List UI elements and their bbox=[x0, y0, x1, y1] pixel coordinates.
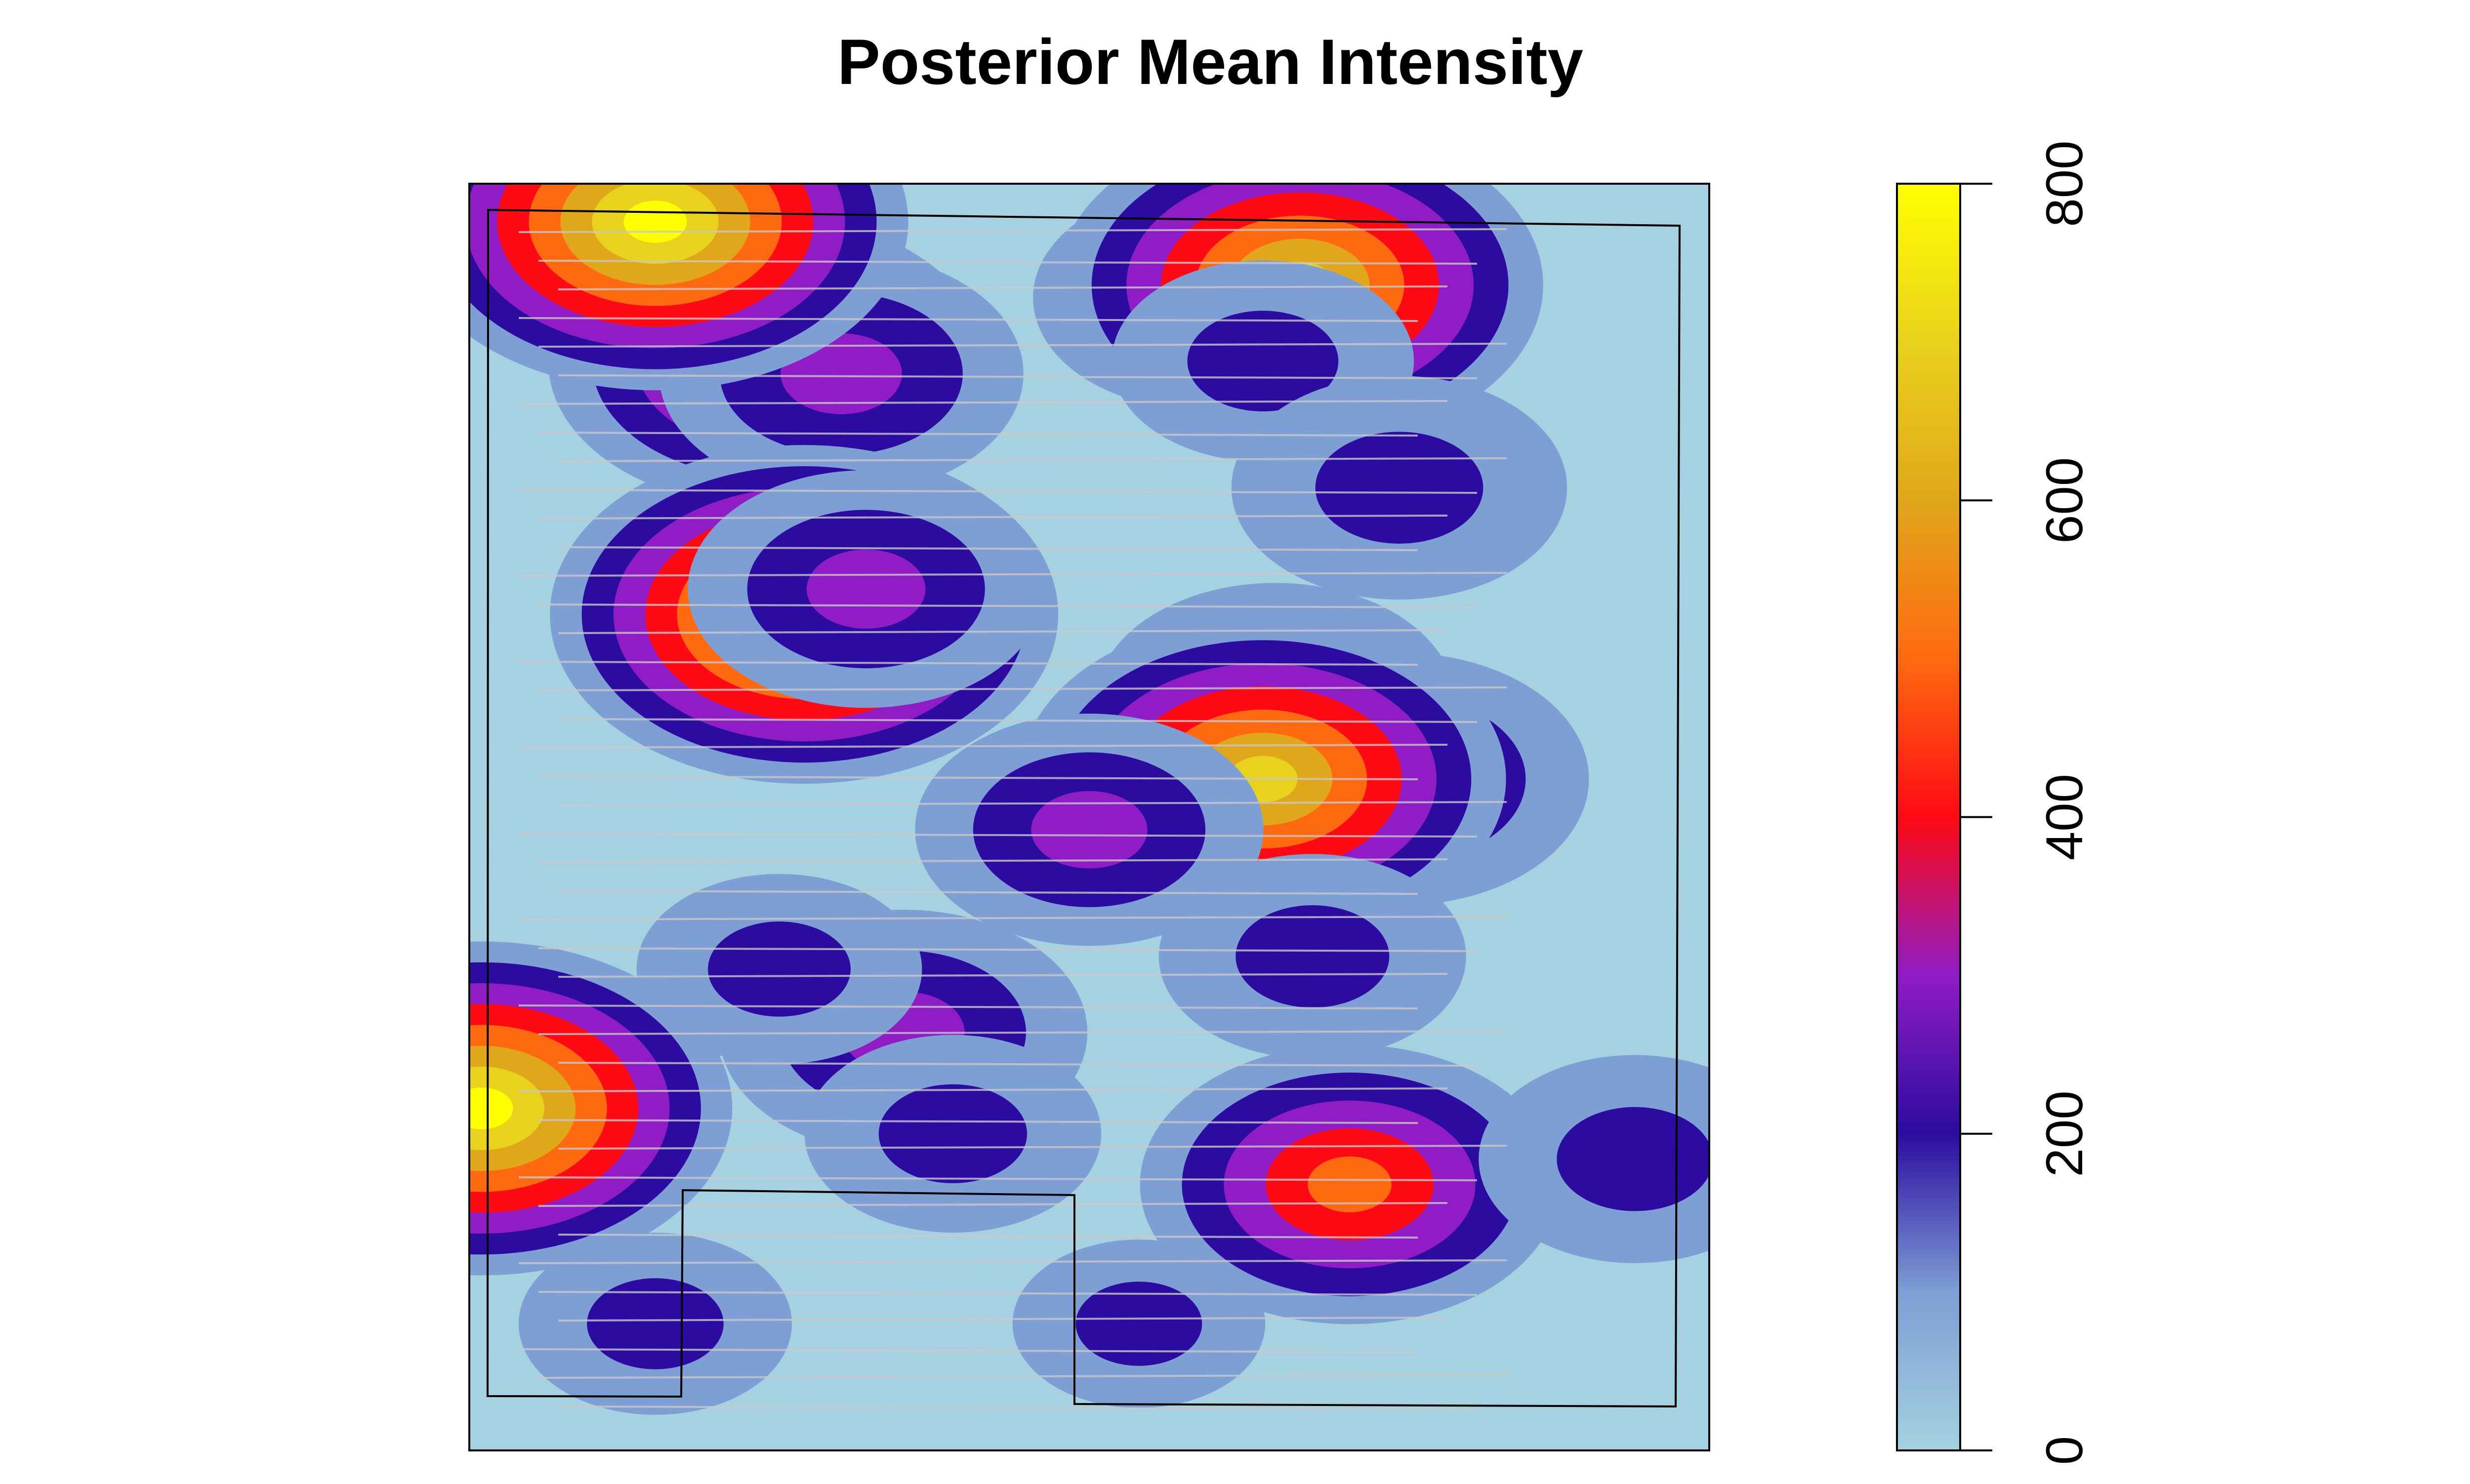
track-line bbox=[538, 515, 1448, 520]
colorbar-tick-label: 0 bbox=[2036, 1436, 2094, 1465]
study-area-boundary bbox=[486, 208, 1681, 1408]
hotspot bbox=[469, 184, 908, 391]
track-line bbox=[558, 973, 1448, 978]
intensity-field bbox=[469, 184, 1709, 1415]
hotspot bbox=[688, 470, 1045, 708]
track-line bbox=[518, 1348, 1418, 1353]
track-line bbox=[558, 1062, 1478, 1067]
hotspot bbox=[1231, 376, 1567, 600]
track-line bbox=[558, 546, 1418, 551]
track-line bbox=[538, 1119, 1418, 1124]
track-line bbox=[538, 1030, 1507, 1035]
track-line bbox=[518, 1087, 1448, 1092]
hotspot bbox=[1012, 1240, 1266, 1408]
chart-title: Posterior Mean Intensity bbox=[837, 26, 1583, 98]
track-line bbox=[558, 801, 1507, 806]
track-line bbox=[518, 400, 1448, 405]
colorbar-axis: 0 200 400 600 800 bbox=[1960, 140, 2094, 1465]
hotspot bbox=[518, 1233, 792, 1415]
track-line bbox=[558, 285, 1448, 290]
track-line bbox=[518, 1176, 1478, 1181]
track-line bbox=[518, 1004, 1418, 1009]
hotspot bbox=[804, 1035, 1102, 1233]
track-line bbox=[538, 1374, 1507, 1379]
hotspot bbox=[915, 714, 1264, 946]
track-line bbox=[538, 1291, 1478, 1296]
plot-frame bbox=[468, 183, 1710, 1451]
track-line bbox=[558, 890, 1418, 895]
track-line bbox=[558, 1145, 1507, 1150]
track-line bbox=[538, 603, 1478, 608]
track-line bbox=[518, 661, 1418, 666]
track-line bbox=[558, 718, 1478, 723]
colorbar bbox=[1897, 184, 1960, 1450]
hotspot bbox=[1140, 1044, 1560, 1324]
track-line bbox=[538, 858, 1448, 863]
track-line bbox=[538, 686, 1507, 691]
track-line bbox=[538, 775, 1418, 780]
track-line bbox=[558, 629, 1448, 634]
track-line bbox=[558, 1405, 1478, 1410]
colorbar-tick-label: 800 bbox=[2036, 140, 2094, 227]
hotspot bbox=[636, 874, 922, 1064]
track-line bbox=[538, 260, 1478, 265]
hotspot bbox=[1158, 854, 1466, 1059]
track-line bbox=[538, 947, 1478, 952]
track-line bbox=[558, 1234, 1418, 1239]
track-line bbox=[518, 317, 1418, 322]
colorbar-tick-label: 600 bbox=[2036, 457, 2094, 544]
track-line bbox=[558, 374, 1478, 379]
track-line bbox=[538, 432, 1418, 437]
colorbar-tick-label: 200 bbox=[2036, 1090, 2094, 1177]
hotspot bbox=[1479, 1055, 1709, 1263]
track-line bbox=[518, 489, 1478, 494]
track-line bbox=[558, 1317, 1448, 1322]
track-line bbox=[518, 228, 1507, 233]
track-line bbox=[558, 457, 1507, 462]
track-line bbox=[538, 343, 1507, 348]
track-line bbox=[518, 833, 1478, 838]
hotspot bbox=[469, 941, 733, 1276]
track-line bbox=[538, 1202, 1448, 1207]
colorbar-tick-label: 400 bbox=[2036, 774, 2094, 860]
track-line bbox=[518, 572, 1507, 577]
track-line bbox=[518, 1259, 1507, 1264]
survey-tracks bbox=[518, 228, 1507, 1410]
track-line bbox=[518, 744, 1448, 749]
track-line bbox=[518, 916, 1507, 921]
